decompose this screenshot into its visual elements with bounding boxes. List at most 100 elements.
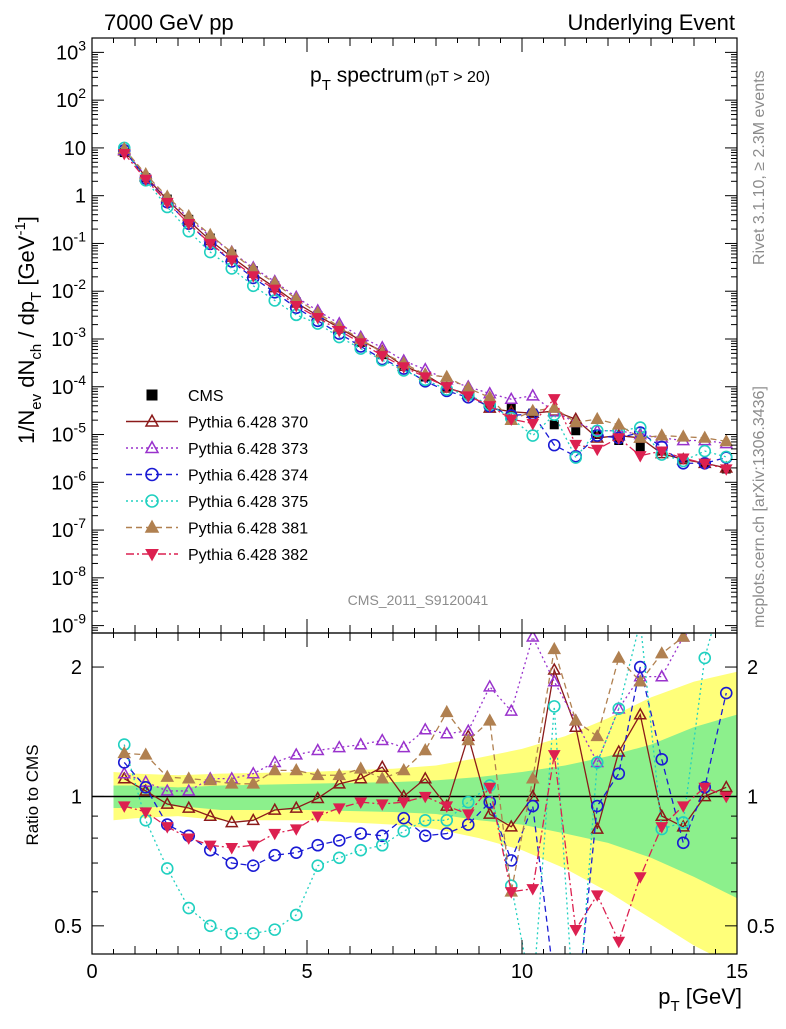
svg-text:pT [GeV]: pT [GeV]: [658, 984, 742, 1015]
ratio-point: [310, 743, 325, 756]
ratio-line: [123, 666, 727, 954]
x-tick-label: 10: [511, 961, 533, 983]
ratio-point: [461, 809, 475, 821]
y-tick-label: 10-6: [51, 467, 86, 494]
data-point: [569, 451, 583, 464]
data-point: [311, 313, 325, 325]
ratio-point: [482, 713, 497, 726]
legend-entry: Pythia 6.428 382: [126, 547, 308, 564]
legend-marker: [145, 467, 159, 482]
ratio-point: [246, 927, 260, 940]
ratio-point: [697, 789, 712, 802]
svg-text:pT spectrum(pT > 20): pT spectrum (pT > 20): [310, 64, 490, 94]
data-point: [590, 424, 604, 438]
ratio-point: [698, 782, 712, 795]
y-tick-label: 10-5: [51, 420, 86, 447]
analysis-tag: CMS_2011_S9120041: [348, 592, 489, 608]
data-point: [139, 174, 153, 187]
ratio-point: [721, 541, 732, 551]
ratio-point: [268, 848, 282, 862]
ratio-point: [655, 822, 669, 834]
ratio-point: [375, 759, 390, 773]
y-tick-label: 10: [64, 138, 86, 160]
data-point: [549, 420, 559, 430]
data-point: [526, 418, 540, 431]
ratio-point: [160, 796, 175, 809]
top-panel-frame: [91, 37, 738, 634]
ratio-point: [246, 776, 261, 789]
ratio-point: [311, 838, 325, 852]
legend-marker: [146, 389, 158, 401]
ratio-point: [676, 633, 691, 642]
ratio-point: [633, 707, 648, 720]
ratio-point: [655, 753, 669, 766]
ratio-point: [267, 802, 282, 815]
series-ratio-2: [117, 660, 733, 954]
ratio-point: [225, 856, 239, 870]
ratio-point: [418, 771, 433, 784]
ratio-point: [590, 755, 605, 768]
data-point: [504, 414, 518, 426]
ratio-point: [721, 574, 732, 585]
legend-entry: Pythia 6.428 375: [126, 494, 308, 511]
data-point: [289, 300, 303, 313]
ratio-point: [654, 669, 669, 682]
ratio-point: [182, 901, 196, 915]
ratio-point: [568, 713, 583, 726]
title-rest: spectrum: [331, 64, 423, 87]
mcplots-label: mcplots.cern.ch [arXiv:1306.3436]: [751, 386, 768, 628]
ratio-point: [353, 761, 368, 774]
ratio-point: [526, 884, 540, 896]
rivet-version-label: Rivet 3.1.10, ≥ 2.3M events: [751, 70, 768, 265]
ratio-point: [719, 686, 733, 700]
x-tick-label: 5: [301, 961, 312, 983]
data-point: [525, 388, 540, 401]
data-point: [698, 444, 712, 458]
legend-entry: Pythia 6.428 381: [126, 519, 308, 538]
legend-label: Pythia 6.428 374: [188, 468, 308, 485]
ratio-point: [396, 763, 411, 776]
legend-entry: Pythia 6.428 370: [126, 413, 308, 432]
data-point: [225, 255, 239, 267]
y-tick-label: 102: [56, 85, 86, 112]
ratio-point: [547, 700, 561, 713]
data-point: [117, 148, 131, 161]
ratio-point: [246, 812, 261, 826]
ratio-point: [289, 747, 304, 760]
y-tick-label: 10-1: [51, 228, 86, 255]
ratio-point: [612, 936, 626, 949]
ratio-point: [483, 795, 497, 809]
plot-title: pT spectrum (pT > 20): [310, 64, 490, 94]
ratio-point: [633, 872, 647, 884]
ratio-point: [289, 824, 303, 836]
ratio-point: [160, 862, 174, 875]
ratio-point: [246, 840, 260, 853]
ratio-point: [310, 790, 325, 804]
legend-marker: [144, 519, 160, 533]
ratio-point: [439, 726, 454, 739]
ratio-point: [483, 782, 497, 795]
ratio-point: [590, 728, 605, 742]
ratio-point: [138, 783, 153, 796]
legend-marker: [145, 549, 159, 562]
y-tick-label: 10-9: [51, 611, 86, 638]
data-point: [569, 439, 583, 452]
data-point: [590, 430, 605, 443]
data-point: [697, 430, 712, 443]
y-axis-label-ratio: Ratio to CMS: [23, 744, 42, 845]
ratio-point: [203, 773, 218, 786]
ratio-point: [676, 819, 691, 832]
x-axis-label: pT [GeV]: [658, 984, 742, 1015]
ratio-point: [139, 781, 153, 794]
header-right: Underlying Event: [567, 10, 735, 35]
y-tick-label: 10-8: [51, 563, 86, 590]
ratio-point: [332, 767, 347, 781]
data-point: [354, 338, 368, 350]
ratio-line: [123, 633, 713, 954]
ratio-point: [635, 616, 646, 627]
ratio-point: [504, 703, 519, 716]
series-ratio-3: [117, 574, 732, 954]
ratio-point: [310, 767, 325, 781]
data-point: [571, 426, 581, 436]
